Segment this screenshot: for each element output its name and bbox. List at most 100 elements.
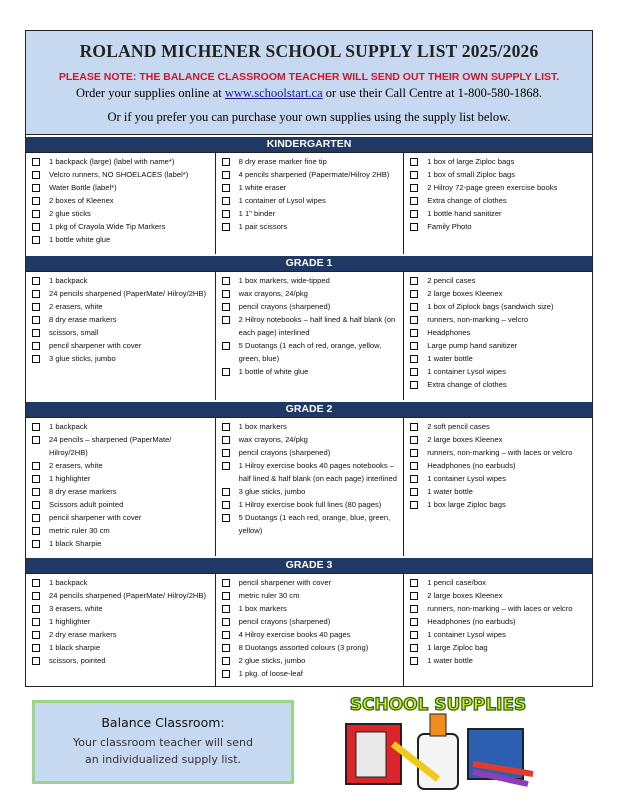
item-column: 1 backpack (large) (label with name*) Vel… <box>26 153 215 254</box>
supply-item: 1 container Lysol wipes <box>410 628 588 641</box>
supply-item: 1 backpack <box>32 274 211 287</box>
supply-item: 1 water bottle <box>410 485 588 498</box>
section-row: 1 backpack (large) (label with name*) Vel… <box>26 152 592 254</box>
section-heading: GRADE 2 <box>26 400 592 417</box>
supply-item: 4 pencils sharpened (Papermate/Hilroy 2H… <box>221 168 400 181</box>
supply-item: 2 glue sticks <box>32 207 211 220</box>
balance-box: Balance Classroom: Your classroom teache… <box>32 700 294 784</box>
supply-item: runners, non-marking – velcro <box>410 313 588 326</box>
supply-item: 1 black Sharpie <box>32 537 211 550</box>
supply-item: 2 large boxes Kleenex <box>410 589 588 602</box>
supply-item: 1 box of large Ziploc bags <box>410 155 588 168</box>
supply-item: Headphones <box>410 326 588 339</box>
supply-item: 1 Hilroy exercise book full lines (80 pa… <box>221 498 400 511</box>
supply-item: Extra change of clothes <box>410 378 588 391</box>
clipart: SCHOOL SUPPLIES <box>345 694 534 790</box>
supply-item: metric ruler 30 cm <box>32 524 211 537</box>
section-heading: GRADE 1 <box>26 254 592 271</box>
supply-item: 24 pencils sharpened (PaperMate/ Hilroy/… <box>32 287 211 300</box>
balance-title: Balance Classroom: <box>101 715 225 730</box>
supply-item: 4 Hilroy exercise books 40 pages <box>221 628 400 641</box>
supply-item: 1 container Lysol wipes <box>410 365 588 378</box>
section-heading: KINDERGARTEN <box>26 135 592 152</box>
supply-item: 1 box markers <box>221 420 400 433</box>
supply-item: pencil crayons (sharpened) <box>221 446 400 459</box>
item-column: 1 pencil case/box 2 large boxes Kleenex ru… <box>403 574 592 686</box>
supply-sheet: ROLAND MICHENER SCHOOL SUPPLY LIST 2025/… <box>25 30 593 687</box>
supply-item: wax crayons, 24/pkg <box>221 433 400 446</box>
crayon <box>472 761 534 777</box>
supply-item: runners, non-marking – with laces or vel… <box>410 446 588 459</box>
title: ROLAND MICHENER SCHOOL SUPPLY LIST 2025/… <box>79 41 539 61</box>
item-column: 1 box of large Ziploc bags 1 box of small… <box>403 153 592 254</box>
item-column: 1 backpack 24 pencils – sharpened (PaperM… <box>26 418 215 556</box>
supply-item: Velcro runners, NO SHOELACES (label*) <box>32 168 211 181</box>
supply-item: Headphones (no earbuds) <box>410 615 588 628</box>
supply-item: 1 pkg. of loose-leaf <box>221 667 400 680</box>
supply-item: 3 glue sticks, jumbo <box>32 352 211 365</box>
supply-item: 1 highlighter <box>32 615 211 628</box>
item-column: 1 backpack 24 pencils sharpened (PaperMat… <box>26 574 215 686</box>
supply-item: 1 highlighter <box>32 472 211 485</box>
supply-item: 2 Hilroy 72-page green exercise books <box>410 181 588 194</box>
supply-item: 1 pair scissors <box>221 220 400 233</box>
supply-item: 1 pkg of Crayola Wide Tip Markers <box>32 220 211 233</box>
supply-item: 2 pencil cases <box>410 274 588 287</box>
supply-item: 2 erasers, white <box>32 300 211 313</box>
supply-item: 1 water bottle <box>410 654 588 667</box>
glue-cap <box>429 713 447 737</box>
supply-item: scissors, small <box>32 326 211 339</box>
supply-item: pencil sharpener with cover <box>221 576 400 589</box>
supply-item: 1 box markers <box>221 602 400 615</box>
supply-item: 1 Hilroy exercise books 40 pages noteboo… <box>221 459 400 485</box>
order-line: Order your supplies online at www.school… <box>26 86 592 101</box>
supply-item: 1 container of Lysol wipes <box>221 194 400 207</box>
supply-item: wax crayons, 24/pkg <box>221 287 400 300</box>
supply-item: scissors, pointed <box>32 654 211 667</box>
supply-item: 1 bottle white glue <box>32 233 211 246</box>
item-column: 1 box markers wax crayons, 24/pkg pencil c… <box>214 418 404 556</box>
supply-item: pencil crayons (sharpened) <box>221 300 400 313</box>
supply-item: 2 Hilroy notebooks – half lined & half b… <box>221 313 400 339</box>
supply-item: 1 pencil case/box <box>410 576 588 589</box>
supply-item: 2 large boxes Kleenex <box>410 433 588 446</box>
supply-item: 5 Duotangs (1 each of red, orange, yello… <box>221 339 400 365</box>
supply-item: Scissors adult pointed <box>32 498 211 511</box>
supply-item: 2 dry erase markers <box>32 628 211 641</box>
supply-item: 24 pencils – sharpened (PaperMate/ Hilro… <box>32 433 211 459</box>
item-column: 2 soft pencil cases 2 large boxes Kleenex… <box>403 418 592 556</box>
balance-text: Your classroom teacher will send an indi… <box>73 736 253 766</box>
supply-item: 8 dry erase marker fine tip <box>221 155 400 168</box>
supply-item: 24 pencils sharpened (PaperMate/ Hilroy/… <box>32 589 211 602</box>
item-column: 1 backpack 24 pencils sharpened (PaperMat… <box>26 272 215 400</box>
clipart-title: SCHOOL SUPPLIES <box>350 695 527 715</box>
supply-item: pencil crayons (sharpened) <box>221 615 400 628</box>
supply-item: 8 dry erase markers <box>32 313 211 326</box>
supply-item: 1 white eraser <box>221 181 400 194</box>
crayon <box>472 769 529 787</box>
supply-item: 1 box markers, wide-tipped <box>221 274 400 287</box>
section-heading: GRADE 3 <box>26 556 592 573</box>
section-row: 1 backpack 24 pencils sharpened (PaperMat… <box>26 271 592 400</box>
item-column: 8 dry erase marker fine tip 4 pencils sha… <box>214 153 404 254</box>
supply-item: 5 Duotangs (1 each red, orange, blue, gr… <box>221 511 400 537</box>
order-text: or use their Call Centre at 1-800-580-18… <box>322 86 543 100</box>
supply-item: 1 bottle hand sanitizer <box>410 207 588 220</box>
item-column: 2 pencil cases 2 large boxes Kleenex 1 box… <box>403 272 592 400</box>
supply-item: 1 container Lysol wipes <box>410 472 588 485</box>
supply-item: 2 glue sticks, jumbo <box>221 654 400 667</box>
glue <box>417 733 459 790</box>
paper <box>355 731 387 778</box>
item-column: pencil sharpener with cover metric ruler … <box>214 574 404 686</box>
header: ROLAND MICHENER SCHOOL SUPPLY LIST 2025/… <box>26 31 592 135</box>
supply-item: 1 water bottle <box>410 352 588 365</box>
supply-item: pencil sharpener with cover <box>32 339 211 352</box>
order-text: Order your supplies online at <box>75 86 225 100</box>
supply-item: Extra change of clothes <box>410 194 588 207</box>
supply-item: 8 Duotangs assorted colours (3 prong) <box>221 641 400 654</box>
order-link[interactable]: www.schoolstart.ca <box>224 86 323 100</box>
note: PLEASE NOTE: THE BALANCE CLASSROOM TEACH… <box>58 71 560 83</box>
supply-item: 3 glue sticks, jumbo <box>221 485 400 498</box>
supply-item: 1 box of small Ziploc bags <box>410 168 588 181</box>
